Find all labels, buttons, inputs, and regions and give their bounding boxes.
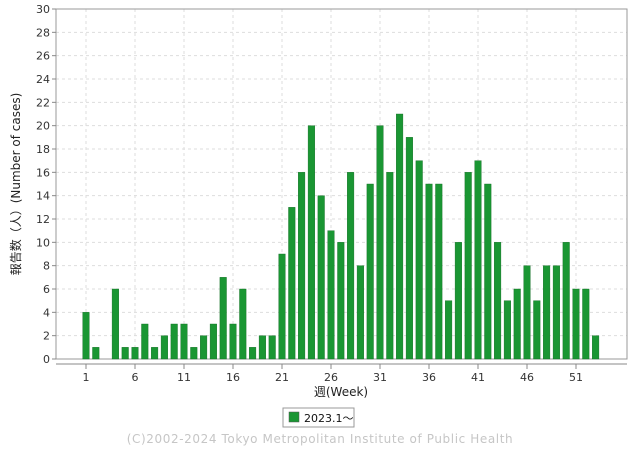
bar-week-29: [356, 265, 364, 360]
bar-week-14: [209, 323, 217, 360]
bar-week-42: [484, 183, 492, 360]
bar-week-49: [552, 265, 560, 360]
bar-week-47: [533, 300, 541, 360]
x-tick-label: 26: [324, 371, 338, 384]
y-axis-label: 報告数（人）(Number of cases): [8, 93, 23, 276]
bar-week-10: [170, 323, 178, 360]
y-tick-label: 4: [43, 306, 50, 319]
x-tick-label: 36: [422, 371, 436, 384]
bar-week-45: [513, 288, 521, 360]
y-tick-label: 6: [43, 283, 50, 296]
bar-week-41: [474, 160, 482, 360]
y-tick-label: 0: [43, 353, 50, 366]
y-tick-label: 2: [43, 330, 50, 343]
bar-week-39: [454, 242, 462, 360]
bar-week-13: [200, 335, 208, 360]
x-tick-label: 16: [226, 371, 240, 384]
legend-swatch: [288, 411, 300, 423]
bar-week-22: [288, 207, 296, 360]
bar-week-6: [131, 347, 139, 360]
bar-week-46: [523, 265, 531, 360]
bar-week-7: [141, 323, 149, 360]
x-tick-label: 51: [569, 371, 583, 384]
bar-week-32: [386, 172, 394, 360]
y-tick-label: 18: [36, 143, 50, 156]
bar-week-33: [396, 113, 404, 360]
bar-week-15: [219, 277, 227, 360]
bar-week-5: [121, 347, 129, 360]
x-tick-label: 11: [177, 371, 191, 384]
y-tick-label: 12: [36, 213, 50, 226]
x-tick-label: 46: [520, 371, 534, 384]
y-tick-label: 24: [36, 73, 50, 86]
bar-week-18: [249, 347, 257, 360]
bar-week-43: [494, 242, 502, 360]
x-tick-label: 6: [132, 371, 139, 384]
legend: 2023.1〜: [282, 407, 355, 428]
x-tick-label: 41: [471, 371, 485, 384]
bar-week-50: [562, 242, 570, 360]
y-tick-label: 16: [36, 166, 50, 179]
bar-week-19: [258, 335, 266, 360]
bar-week-51: [572, 288, 580, 360]
bar-week-12: [190, 347, 198, 360]
y-tick-label: 8: [43, 260, 50, 273]
x-tick-label: 1: [83, 371, 90, 384]
y-tick-label: 30: [36, 3, 50, 16]
bar-week-2: [92, 347, 100, 360]
bar-week-30: [366, 183, 374, 360]
bar-week-28: [347, 172, 355, 360]
bar-week-24: [307, 125, 315, 360]
bar-week-1: [82, 312, 90, 360]
bar-week-44: [503, 300, 511, 360]
bar-week-36: [425, 183, 433, 360]
bars: [82, 113, 600, 360]
bar-week-35: [415, 160, 423, 360]
bar-week-26: [327, 230, 335, 360]
x-axis-label: 週(Week): [314, 385, 368, 399]
bar-week-16: [229, 323, 237, 360]
bar-week-40: [464, 172, 472, 360]
y-tick-label: 22: [36, 96, 50, 109]
x-axis: 1 6 11 16 21 26 31 36 41 46 51: [56, 363, 627, 384]
bar-week-37: [435, 183, 443, 360]
x-tick-label: 31: [373, 371, 387, 384]
y-tick-label: 20: [36, 120, 50, 133]
bar-week-38: [445, 300, 453, 360]
bar-week-4: [111, 288, 119, 360]
bar-week-25: [317, 195, 325, 360]
bar-week-9: [160, 335, 168, 360]
bar-week-48: [543, 265, 551, 360]
copyright-text: (C)2002-2024 Tokyo Metropolitan Institut…: [127, 432, 514, 446]
bar-week-21: [278, 253, 286, 360]
bar-week-11: [180, 323, 188, 360]
bar-week-31: [376, 125, 384, 360]
y-tick-label: 14: [36, 190, 50, 203]
bar-week-23: [298, 172, 306, 360]
y-tick-label: 10: [36, 236, 50, 249]
x-tick-label: 21: [275, 371, 289, 384]
bar-week-53: [592, 335, 600, 360]
bar-week-52: [582, 288, 590, 360]
bar-week-20: [268, 335, 276, 360]
legend-label: 2023.1〜: [304, 412, 354, 425]
y-tick-label: 26: [36, 50, 50, 63]
bar-week-34: [405, 137, 413, 360]
legend-box: [282, 407, 355, 428]
y-tick-label: 28: [36, 26, 50, 39]
bar-week-27: [337, 242, 345, 360]
bar-week-17: [239, 288, 247, 360]
bar-week-8: [151, 347, 159, 360]
